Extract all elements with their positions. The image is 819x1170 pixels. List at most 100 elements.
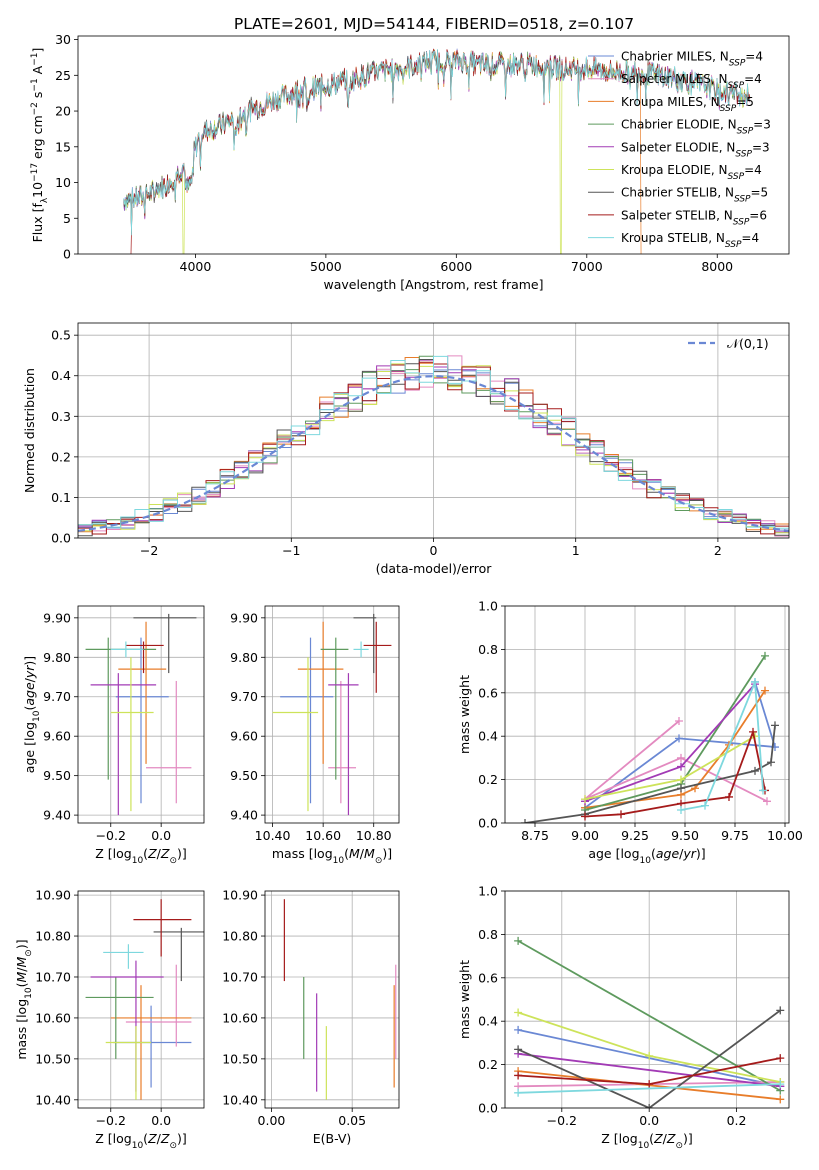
- y-tick-label: 10.80: [222, 929, 258, 944]
- x-tick-label: 0.0: [151, 828, 171, 843]
- figure-title: PLATE=2601, MJD=54144, FIBERID=0518, z=0…: [234, 15, 634, 33]
- x-tick-label: 10.60: [305, 828, 341, 843]
- x-tick-label: −0.2: [96, 828, 126, 843]
- y-tick-label: 0.4: [51, 368, 71, 383]
- y-axis-label: mass [log10(M/M⊙)]: [14, 939, 34, 1059]
- label-part: Salpeter ELODIE, N: [621, 140, 735, 154]
- x-tick-label: 9.00: [571, 828, 599, 843]
- x-tick-label: 0.00: [258, 1113, 286, 1128]
- label-part: Z: [653, 1131, 663, 1146]
- x-tick-label: 10.40: [255, 828, 291, 843]
- x-tick-label: 2: [714, 543, 722, 558]
- mass-weight-marker: [617, 810, 625, 819]
- y-tick-label: 9.50: [230, 768, 258, 783]
- x-tick-label: −1: [282, 543, 300, 558]
- label-part: −1: [30, 53, 40, 66]
- mass-weight-marker: [514, 936, 523, 945]
- label-part: wavelength [Angstrom, rest frame]: [323, 277, 543, 292]
- legend-entry: Kroupa ELODIE, NSSP=4: [621, 163, 762, 182]
- label-part: (: [143, 1131, 148, 1146]
- mass-weight-vs-Z-panel: −0.2 0.0 0.20.00.20.40.60.81.0Z [log10(Z/Z…: [457, 884, 790, 1151]
- x-axis-label: E(B-V): [313, 1131, 352, 1146]
- mass-weight-marker: [677, 775, 685, 784]
- label-part: ⊙: [24, 949, 34, 957]
- label-part: SSP: [729, 59, 746, 69]
- mass-weight-vs-age-plot-area: [521, 651, 779, 823]
- label-part: M: [14, 972, 29, 983]
- y-tick-label: 0: [63, 247, 71, 262]
- legend-entry: Salpeter MILES, NSSP=4: [621, 72, 762, 91]
- mass-weight-vs-Z-plot-area: [514, 936, 785, 1108]
- mass-weight-marker: [761, 651, 769, 660]
- label-part: age [log: [22, 722, 37, 773]
- label-part: age: [656, 846, 680, 861]
- mass-weight-marker: [521, 819, 529, 823]
- x-tick-label: 0.05: [338, 1113, 366, 1128]
- label-part: Z [log: [95, 1131, 131, 1146]
- x-tick-label: 8000: [701, 259, 733, 274]
- y-axis-label: age [log10(age/yr)]: [22, 656, 42, 773]
- y-axis-label: mass weight: [457, 675, 472, 754]
- age-vs-Z-plot-area: [85, 613, 197, 816]
- mass-weight-series-line: [680, 681, 764, 811]
- mass-weight-marker: [581, 795, 589, 804]
- label-part: −17: [30, 163, 40, 182]
- y-tick-label: 9.80: [43, 650, 71, 665]
- label-part: Z: [160, 1131, 170, 1146]
- y-tick-label: 9.40: [230, 808, 258, 823]
- histogram-series-step: [78, 355, 789, 529]
- label-part: Salpeter STELIB, N: [621, 208, 733, 222]
- y-tick-label: 10.80: [35, 929, 71, 944]
- label-part: Salpeter MILES, N: [621, 72, 728, 86]
- legend-entry: 𝒩(0,1): [727, 336, 769, 351]
- label-part: =5: [751, 186, 769, 200]
- y-tick-label: 9.70: [230, 689, 258, 704]
- y-tick-label: 0.6: [478, 970, 498, 985]
- y-tick-label: 9.90: [230, 610, 258, 625]
- label-part: =4: [744, 163, 762, 177]
- legend-entry: Chabrier ELODIE, NSSP=3: [621, 118, 771, 137]
- mass-vs-Z-panel: −0.2 0.0 10.40 10.50 10.60 10.70 10.80 10.90 Z […: [14, 888, 205, 1151]
- legend-entry: Kroupa MILES, NSSP=5: [621, 95, 754, 114]
- x-tick-label: 0.0: [151, 1113, 171, 1128]
- y-tick-label: 10.40: [222, 1092, 258, 1107]
- mass-weight-marker: [776, 1006, 785, 1015]
- label-part: 10: [638, 1141, 650, 1151]
- label-part: Z [log: [95, 846, 131, 861]
- y-tick-label: 9.90: [43, 610, 71, 625]
- label-part: 10: [640, 856, 652, 866]
- axes-frame: [264, 890, 400, 1109]
- y-tick-label: 9.60: [43, 729, 71, 744]
- x-tick-label: 0.0: [639, 1113, 659, 1128]
- mass-weight-marker: [675, 734, 683, 743]
- label-part: A: [30, 65, 45, 78]
- x-tick-label: −0.2: [547, 1113, 577, 1128]
- label-part: (: [651, 846, 656, 861]
- y-tick-label: 1.0: [478, 599, 498, 614]
- y-tick-label: 25: [55, 68, 71, 83]
- label-part: SSP: [725, 240, 742, 250]
- label-part: M: [14, 956, 29, 967]
- y-tick-label: 9.60: [230, 729, 258, 744]
- label-part: =3: [753, 118, 771, 132]
- y-tick-label: 0.1: [51, 490, 71, 505]
- x-tick-label: 10.00: [767, 828, 803, 843]
- mass-weight-marker: [725, 792, 733, 801]
- label-part: /: [22, 677, 37, 682]
- axes-frame: [77, 890, 205, 1109]
- y-tick-label: 10.50: [35, 1051, 71, 1066]
- label-part: 10: [333, 856, 345, 866]
- x-axis-label: (data-model)/error: [376, 561, 493, 576]
- y-tick-label: 0.2: [478, 772, 498, 787]
- mass-weight-marker: [677, 805, 685, 814]
- legend-entry: Salpeter STELIB, NSSP=6: [621, 208, 767, 227]
- label-part: Z: [160, 846, 170, 861]
- label-part: )]: [683, 1131, 693, 1146]
- mass-weight-marker: [677, 762, 685, 771]
- x-tick-label: −2: [140, 543, 158, 558]
- x-tick-label: 9.75: [721, 828, 749, 843]
- y-tick-label: 30: [55, 32, 71, 47]
- y-tick-label: 20: [55, 104, 71, 119]
